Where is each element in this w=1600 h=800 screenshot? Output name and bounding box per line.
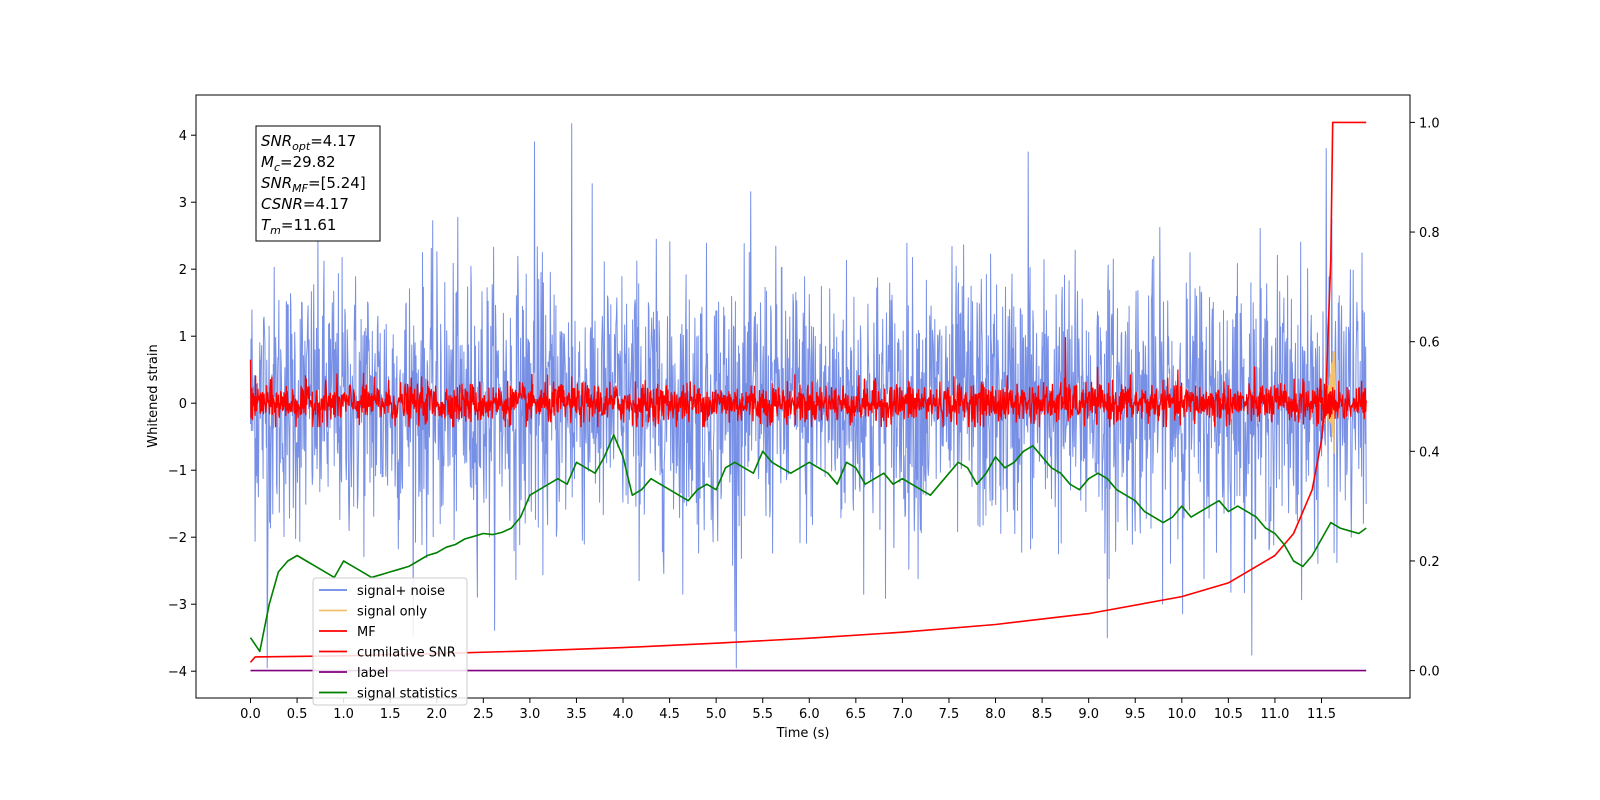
- legend: signal+ noise signal only MF cumilative SNR…: [312, 577, 468, 706]
- x-tick-label: 8.0: [985, 707, 1006, 722]
- x-tick-label: 10.5: [1214, 707, 1243, 722]
- legend-entry: signal+ noise: [357, 584, 445, 599]
- y2-tick-label: 0.4: [1419, 445, 1440, 460]
- annotation-box: SNRopt=4.17Mc=29.82SNRMF=[5.24]CSNR=4.17…: [255, 125, 381, 242]
- legend-entry: signal only: [357, 605, 427, 620]
- x-tick-label: 2.5: [473, 707, 494, 722]
- x-tick-label: 3.0: [520, 707, 541, 722]
- y-axis-left: −4 −3 −2 −1 0 1 2 3 4: [168, 129, 196, 680]
- legend-entry: label: [357, 666, 388, 681]
- y-tick-label: 0: [179, 397, 187, 412]
- y2-tick-label: 0.0: [1419, 665, 1440, 680]
- legend-entry: cumilative SNR: [357, 646, 456, 661]
- y2-tick-label: 0.2: [1419, 555, 1440, 570]
- x-tick-label: 7.0: [892, 707, 913, 722]
- y-tick-label: 2: [179, 263, 187, 278]
- x-tick-label: 11.0: [1260, 707, 1289, 722]
- x-tick-label: 6.5: [846, 707, 867, 722]
- plot-frame: [195, 94, 1411, 699]
- x-tick-label: 5.0: [706, 707, 727, 722]
- annotation-line: CSNR=4.17: [261, 195, 349, 213]
- x-axis: 0.0 0.5 1.0 1.5 2.0 2.5 3.0 3.5 4.0 4.5 5.0 5.5 6.0 6…: [240, 698, 1336, 722]
- y-tick-label: −3: [168, 598, 187, 613]
- series-line-cumilative-snr: [249, 121, 1367, 663]
- y2-tick-label: 1.0: [1419, 116, 1440, 131]
- y2-tick-label: 0.8: [1419, 226, 1440, 241]
- series-line-signal-noise: [250, 123, 1367, 669]
- y-tick-label: 1: [179, 330, 187, 345]
- legend-frame: [312, 577, 468, 706]
- x-tick-label: 1.0: [333, 707, 354, 722]
- x-tick-label: 0.5: [287, 707, 308, 722]
- x-tick-label: 9.5: [1125, 707, 1146, 722]
- y2-tick-label: 0.6: [1419, 336, 1440, 351]
- y-axis-label: Whitened strain: [146, 344, 161, 447]
- y-tick-label: −2: [168, 531, 187, 546]
- annotation-line: SNRMF=[5.24]: [261, 174, 366, 195]
- x-tick-label: 10.0: [1167, 707, 1196, 722]
- x-tick-label: 4.0: [613, 707, 634, 722]
- x-tick-label: 4.5: [659, 707, 680, 722]
- annotation-frame: [255, 125, 381, 242]
- legend-entry: signal statistics: [357, 687, 458, 702]
- x-tick-label: 2.0: [426, 707, 447, 722]
- legend-entry: MF: [357, 625, 376, 640]
- annotation-line: Mc=29.82: [261, 153, 336, 174]
- x-tick-label: 7.5: [939, 707, 960, 722]
- y-tick-label: −1: [168, 464, 187, 479]
- x-tick-label: 11.5: [1307, 707, 1336, 722]
- y-axis-right: 0.0 0.2 0.4 0.6 0.8 1.0: [1410, 116, 1440, 680]
- x-tick-label: 5.5: [752, 707, 773, 722]
- annotation-line: Tm=11.61: [261, 216, 336, 237]
- y-tick-label: −4: [168, 665, 187, 680]
- x-tick-label: 0.0: [240, 707, 261, 722]
- y-tick-label: 4: [179, 129, 187, 144]
- x-tick-label: 9.0: [1078, 707, 1099, 722]
- x-tick-label: 8.5: [1032, 707, 1053, 722]
- x-axis-label: Time (s): [776, 726, 830, 741]
- x-tick-label: 1.5: [380, 707, 401, 722]
- x-tick-label: 3.5: [566, 707, 587, 722]
- x-tick-label: 6.0: [799, 707, 820, 722]
- series-line-signal-statistics: [249, 434, 1367, 653]
- y-tick-label: 3: [179, 196, 187, 211]
- series-line-mf: [249, 336, 1367, 428]
- annotation-line: SNRopt=4.17: [261, 132, 356, 153]
